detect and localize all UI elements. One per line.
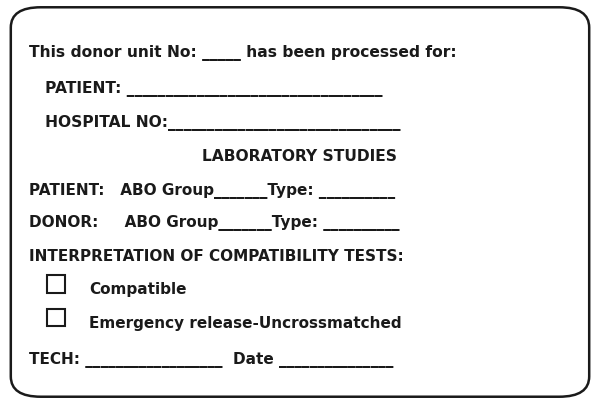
Text: HOSPITAL NO:______________________________: HOSPITAL NO:____________________________… xyxy=(29,115,400,131)
Text: INTERPRETATION OF COMPATIBILITY TESTS:: INTERPRETATION OF COMPATIBILITY TESTS: xyxy=(29,249,404,264)
Text: This donor unit No: _____ has been processed for:: This donor unit No: _____ has been proce… xyxy=(29,44,457,61)
Text: PATIENT:   ABO Group_______Type: __________: PATIENT: ABO Group_______Type: _________… xyxy=(29,183,395,199)
Bar xyxy=(47,275,65,293)
Text: Emergency release-Uncrossmatched: Emergency release-Uncrossmatched xyxy=(89,316,401,331)
Text: LABORATORY STUDIES: LABORATORY STUDIES xyxy=(203,149,398,164)
Text: PATIENT: _________________________________: PATIENT: _______________________________… xyxy=(29,81,382,97)
Text: DONOR:     ABO Group_______Type: __________: DONOR: ABO Group_______Type: __________ xyxy=(29,215,400,231)
FancyBboxPatch shape xyxy=(11,7,589,397)
Text: TECH: __________________  Date _______________: TECH: __________________ Date __________… xyxy=(29,351,393,368)
Bar xyxy=(47,309,65,326)
Text: Compatible: Compatible xyxy=(89,282,187,297)
